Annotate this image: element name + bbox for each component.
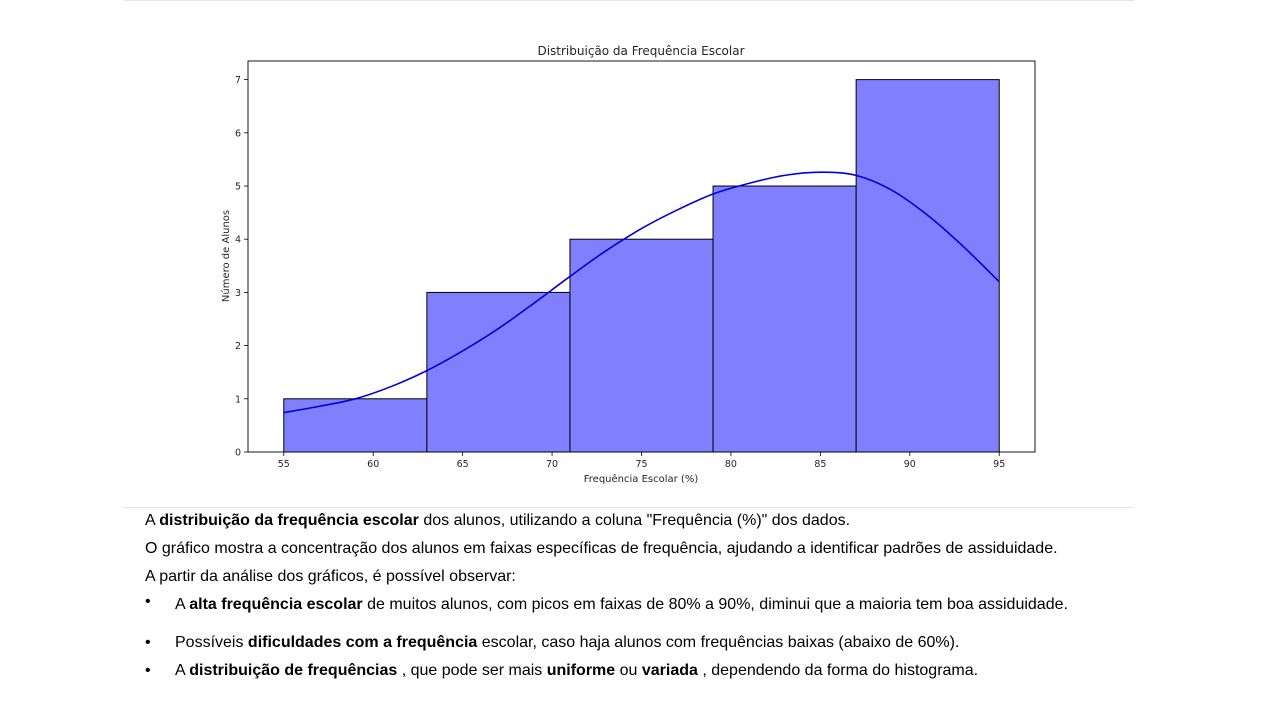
section-divider [124,507,1134,508]
b3-pre: A [175,662,190,679]
y-tick-label: 2 [235,341,241,352]
y-tick-label: 1 [235,394,241,405]
x-tick-label: 60 [367,459,379,470]
b3-bold3: variada [641,662,698,679]
paragraph-intro: A distribuição da frequência escolar dos… [145,511,1145,539]
b3-post: , dependendo da forma do histograma. [697,662,979,679]
b3-bold1: distribuição de frequências [189,662,398,679]
b3-mid1: , que pode ser mais [397,662,547,679]
x-axis-ticks: 55 60 65 70 75 80 85 90 95 [278,452,1005,470]
paragraph-description: O gráfico mostra a concentração dos alun… [145,540,1058,557]
b1-post: de muitos alunos, com picos em faixas de… [362,596,1068,613]
y-tick-label: 7 [235,75,241,86]
y-tick-label: 5 [235,182,241,193]
top-divider [124,0,1134,1]
y-axis-ticks: 0 1 2 3 4 5 6 7 [235,75,248,459]
p1-pre: A [145,512,160,529]
b2-pre: Possíveis [175,634,248,651]
b1-pre: A [175,596,190,613]
y-tick-label: 4 [235,235,241,246]
x-tick-label: 85 [814,459,826,470]
x-tick-label: 55 [278,459,290,470]
analysis-text: A distribuição da frequência escolar dos… [145,511,1145,689]
kde-curve [283,171,1000,414]
histogram-bar [283,398,428,453]
y-tick-label: 6 [235,128,241,139]
bullet-dot: • [145,662,151,679]
x-tick-label: 70 [546,459,558,470]
bars-layer [283,79,1000,453]
paragraph-observations: A partir da análise dos gráficos, é poss… [145,568,516,585]
y-tick-label: 3 [235,288,241,299]
p1-post: dos alunos, utilizando a coluna "Frequên… [418,512,851,529]
bullet-item-distribution: • A distribuição de frequências , que pod… [145,661,1145,689]
y-tick-label: 0 [235,448,241,459]
x-tick-label: 65 [457,459,469,470]
bullet-dot: • [145,593,151,610]
b2-bold: dificuldades com a frequência [247,634,478,651]
b3-mid2: ou [615,662,642,679]
p1-bold: distribuição da frequência escolar [159,512,419,529]
histogram-bar [569,238,714,453]
histogram-chart: Distribuição da Frequência Escolar 55 60 6… [220,44,1036,485]
x-axis-label: Frequência Escolar (%) [584,473,699,485]
y-axis-label: Número de Alunos [220,210,232,302]
bullet-dot: • [145,634,151,651]
histogram-bar [712,185,857,453]
b3-bold2: uniforme [546,662,616,679]
x-tick-label: 80 [725,459,737,470]
x-tick-label: 90 [904,459,916,470]
histogram-bar [855,79,1000,453]
histogram-bar [426,291,571,453]
chart-title: Distribuição da Frequência Escolar [537,44,744,58]
b1-bold: alta frequência escolar [189,596,363,613]
bullet-item-difficulties: • Possíveis dificuldades com a frequência… [145,633,1145,661]
b2-post: escolar, caso haja alunos com frequência… [477,634,960,651]
x-tick-label: 75 [635,459,647,470]
x-tick-label: 95 [993,459,1005,470]
bullet-item-high-frequency: • A alta frequência escolar de muitos alu… [145,593,1143,633]
